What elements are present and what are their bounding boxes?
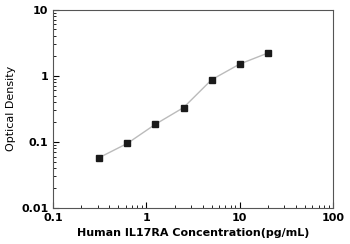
X-axis label: Human IL17RA Concentration(pg/mL): Human IL17RA Concentration(pg/mL): [77, 228, 309, 238]
Y-axis label: Optical Density: Optical Density: [6, 66, 15, 152]
